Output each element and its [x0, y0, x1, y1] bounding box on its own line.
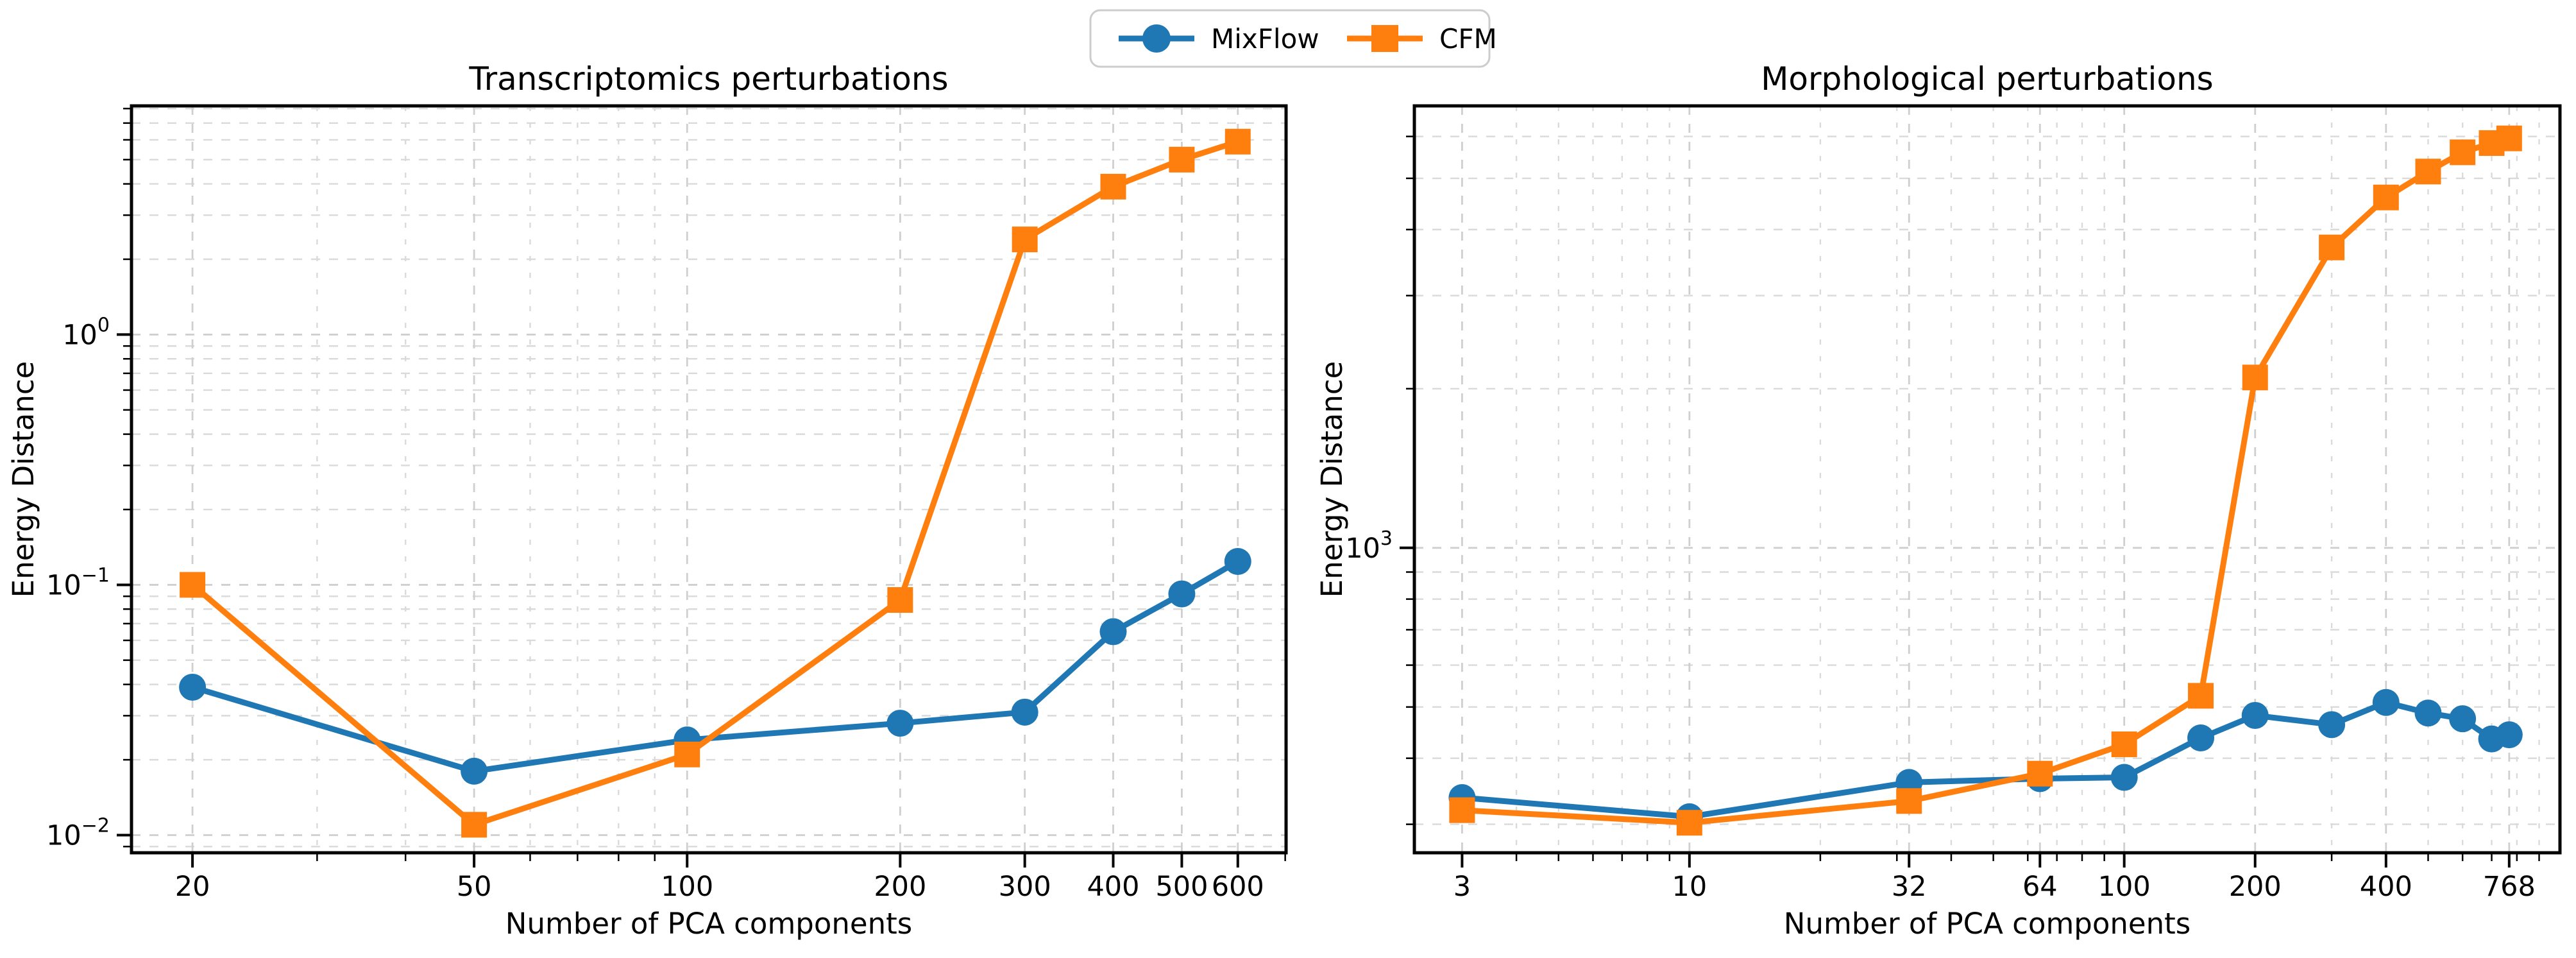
legend: MixFlow CFM — [1089, 9, 1497, 68]
data-point-mixflow[interactable] — [2241, 701, 2269, 729]
right-plot-ylabel: Energy Distance — [1315, 361, 1349, 598]
data-point-mixflow[interactable] — [2449, 705, 2477, 733]
data-point-cfm[interactable] — [461, 812, 487, 838]
legend-circle-marker-icon — [1142, 24, 1171, 53]
x-tick-label: 768 — [2483, 871, 2536, 903]
data-point-cfm[interactable] — [1012, 227, 1038, 253]
left-plot-ylabel: Energy Distance — [6, 361, 40, 598]
data-point-cfm[interactable] — [1676, 810, 1702, 836]
data-point-mixflow[interactable] — [1224, 548, 1251, 576]
data-point-mixflow[interactable] — [461, 757, 488, 785]
series-line-cfm — [1459, 135, 2512, 826]
data-point-cfm[interactable] — [1169, 146, 1195, 173]
legend-square-marker-icon — [1371, 25, 1398, 52]
data-point-cfm[interactable] — [1224, 128, 1251, 155]
data-point-cfm[interactable] — [2319, 234, 2345, 261]
axes-spines — [130, 104, 1288, 855]
series-line-cfm — [189, 139, 1241, 828]
right-plot-series — [1448, 125, 2523, 836]
data-point-cfm[interactable] — [180, 572, 206, 598]
data-point-mixflow[interactable] — [2187, 724, 2215, 752]
data-point-cfm[interactable] — [2373, 184, 2399, 210]
right-plot-xlabel: Number of PCA components — [1784, 907, 2190, 941]
axes-spines — [1412, 104, 2562, 855]
right-plot-tick-labels: 3 10 32 64 100 200 400 768 103 — [1345, 527, 2536, 903]
y-tick-label: 103 — [1345, 527, 1393, 565]
right-plot-grid — [1414, 106, 2560, 853]
y-tick-label: 10−1 — [46, 564, 110, 601]
data-point-mixflow[interactable] — [886, 710, 914, 737]
data-point-cfm[interactable] — [2111, 731, 2137, 757]
legend-item-cfm[interactable]: CFM — [1347, 23, 1497, 55]
series-line-mixflow — [1459, 699, 2512, 820]
series-line-mixflow — [189, 558, 1241, 774]
data-point-mixflow[interactable] — [2318, 711, 2346, 739]
data-point-cfm[interactable] — [1896, 788, 1922, 814]
left-plot-series — [179, 128, 1251, 838]
x-tick-label: 500 — [1155, 871, 1208, 903]
data-point-cfm[interactable] — [1100, 173, 1126, 200]
data-point-mixflow[interactable] — [1099, 618, 1127, 646]
x-tick-label: 10 — [1672, 871, 1707, 903]
data-point-mixflow[interactable] — [2414, 699, 2442, 727]
data-point-cfm[interactable] — [2242, 364, 2268, 391]
x-tick-label: 32 — [1892, 871, 1927, 903]
legend-box — [1089, 9, 1491, 68]
legend-item-mixflow[interactable]: MixFlow — [1119, 23, 1319, 55]
data-point-cfm[interactable] — [2450, 139, 2476, 166]
x-tick-label: 3 — [1453, 871, 1471, 903]
x-tick-label: 400 — [2360, 871, 2412, 903]
x-tick-label: 50 — [457, 871, 492, 903]
x-tick-label: 100 — [661, 871, 713, 903]
x-tick-label: 64 — [2022, 871, 2058, 903]
data-point-cfm[interactable] — [2027, 760, 2053, 787]
x-tick-label: 400 — [1087, 871, 1139, 903]
legend-label-cfm: CFM — [1439, 23, 1497, 55]
x-tick-label: 20 — [175, 871, 210, 903]
data-point-cfm[interactable] — [1449, 797, 1475, 823]
data-point-cfm[interactable] — [2415, 158, 2441, 185]
data-point-cfm[interactable] — [2496, 125, 2522, 151]
x-tick-label: 600 — [1212, 871, 1264, 903]
x-tick-label: 200 — [2229, 871, 2282, 903]
right-plot-title: Morphological perturbations — [1761, 60, 2213, 98]
left-plot-title: Transcriptomics perturbations — [468, 60, 948, 98]
data-point-cfm[interactable] — [887, 587, 913, 613]
data-point-mixflow[interactable] — [2495, 721, 2523, 749]
data-point-mixflow[interactable] — [179, 673, 207, 701]
data-point-mixflow[interactable] — [2110, 764, 2138, 791]
data-point-cfm[interactable] — [674, 741, 700, 767]
left-plot-xlabel: Number of PCA components — [505, 907, 912, 941]
left-plot-axes — [117, 104, 1288, 868]
x-tick-label: 300 — [999, 871, 1051, 903]
legend-label-mixflow: MixFlow — [1211, 23, 1319, 55]
x-tick-label: 100 — [2098, 871, 2151, 903]
right-plot-axes — [1400, 104, 2562, 868]
data-point-mixflow[interactable] — [1011, 698, 1038, 726]
y-tick-label: 100 — [62, 314, 110, 351]
data-point-mixflow[interactable] — [2372, 689, 2400, 716]
data-point-mixflow[interactable] — [1168, 580, 1196, 608]
data-point-cfm[interactable] — [2188, 683, 2214, 709]
x-tick-label: 200 — [874, 871, 926, 903]
y-tick-label: 10−2 — [46, 814, 110, 851]
